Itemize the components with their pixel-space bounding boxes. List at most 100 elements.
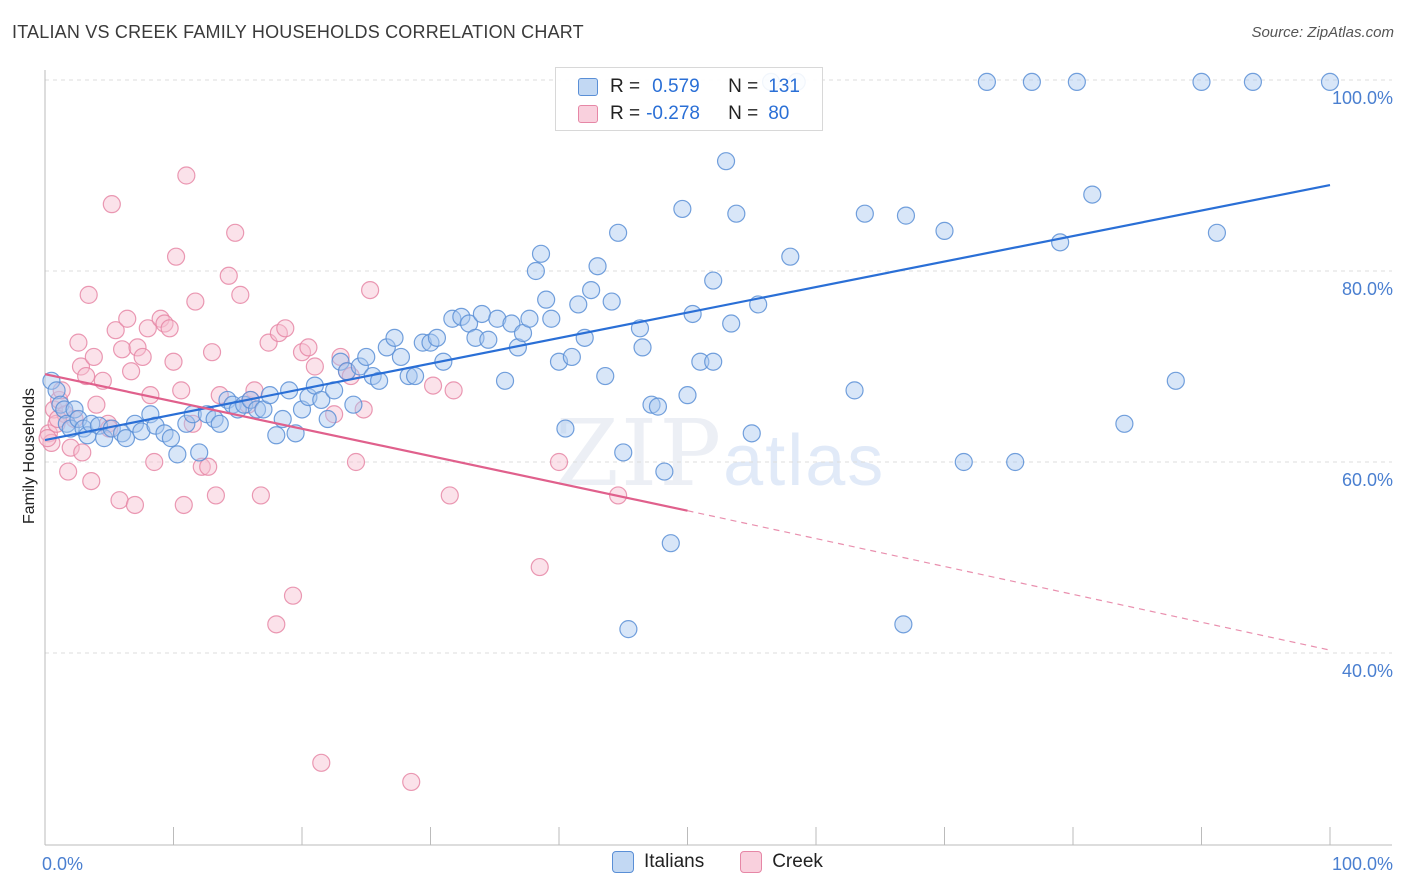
creek-point <box>192 457 211 476</box>
creek-point <box>219 266 238 285</box>
creek-point <box>177 166 196 185</box>
italians-point <box>344 395 363 414</box>
legend-n-value-creek: 80 <box>768 103 790 124</box>
italians-point <box>350 357 369 376</box>
legend-r-label: R = <box>610 76 641 97</box>
legend-row-creek: R = -0.278 N = 80 <box>578 101 789 127</box>
creek-point <box>48 409 67 429</box>
y-tick-label: 60.0% <box>1342 470 1393 490</box>
creek-point <box>71 357 91 376</box>
italians-point <box>526 261 545 281</box>
creek-point <box>61 438 80 457</box>
italians-point <box>55 400 74 419</box>
italians-point <box>954 452 973 472</box>
series-label-creek: Creek <box>772 851 823 872</box>
creek-trend-extension <box>687 510 1331 651</box>
creek-point <box>138 319 157 338</box>
creek-point <box>125 495 145 515</box>
italians-point <box>655 462 674 481</box>
creek-point <box>174 495 193 515</box>
series-legend-italians[interactable]: Italians <box>612 851 704 873</box>
legend-n-label: N = <box>728 103 759 124</box>
italians-point <box>61 419 80 438</box>
creek-point <box>69 333 88 352</box>
legend-swatch-italians <box>578 78 598 96</box>
creek-point <box>82 472 101 491</box>
italians-point <box>520 309 539 328</box>
italians-trend-line <box>44 183 1331 442</box>
italians-point <box>642 395 661 414</box>
italians-point <box>1243 72 1263 92</box>
italians-point <box>357 347 376 367</box>
creek-point <box>267 615 286 634</box>
italians-point <box>210 414 229 433</box>
italians-point <box>1207 223 1227 242</box>
creek-point <box>77 366 96 386</box>
italians-point <box>312 390 331 410</box>
creek-point <box>206 486 226 505</box>
creek-point <box>87 395 106 414</box>
creek-point <box>118 309 137 328</box>
creek-point <box>423 376 443 395</box>
italians-point <box>691 352 710 371</box>
creek-point <box>183 414 202 433</box>
creek-point <box>299 338 318 357</box>
italians-point <box>391 347 411 367</box>
italians-point <box>716 152 736 171</box>
creek-point <box>164 352 183 371</box>
italians-point <box>537 290 556 309</box>
creek-point <box>79 285 98 304</box>
creek-point <box>199 457 218 476</box>
italians-point <box>588 257 607 276</box>
italians-point <box>405 366 425 386</box>
italians-point <box>385 328 404 347</box>
legend-n-value-italians: 131 <box>768 76 800 97</box>
creek-point <box>402 772 421 792</box>
series-swatch-creek <box>740 851 763 873</box>
italians-point <box>704 352 723 371</box>
creek-point <box>283 586 303 605</box>
italians-point <box>1166 371 1185 390</box>
series-legend: Italians Creek <box>612 851 859 873</box>
creek-point <box>346 452 366 472</box>
x-tick-label: 0.0% <box>42 854 83 874</box>
italians-point <box>377 338 396 357</box>
creek-point <box>84 347 103 367</box>
series-swatch-italians <box>612 851 634 873</box>
creek-point <box>202 343 222 362</box>
creek-point <box>160 319 179 338</box>
legend-n-label: N = <box>728 76 759 97</box>
creek-point <box>276 319 295 338</box>
italians-point <box>727 204 746 223</box>
italians-point <box>1022 72 1041 92</box>
creek-point <box>549 452 569 472</box>
italians-point <box>1006 452 1025 472</box>
italians-point <box>722 314 741 333</box>
italians-point <box>609 223 628 242</box>
italians-point <box>977 72 997 92</box>
italians-point <box>47 381 66 400</box>
italians-point <box>267 426 286 445</box>
creek-point <box>106 321 125 340</box>
creek-point <box>226 223 245 242</box>
italians-point <box>633 338 652 357</box>
y-tick-label: 80.0% <box>1342 279 1393 299</box>
italians-point <box>602 292 621 311</box>
y-tick-label: 100.0% <box>1332 88 1393 108</box>
source-credit: Source: ZipAtlas.com <box>1251 24 1394 41</box>
creek-point <box>145 452 164 472</box>
creek-point <box>112 340 132 359</box>
italians-point <box>65 400 84 419</box>
italians-point <box>95 429 114 448</box>
creek-point <box>186 292 205 311</box>
italians-point <box>556 419 575 438</box>
italians-point <box>495 371 515 390</box>
italians-point <box>896 206 916 225</box>
series-legend-creek[interactable]: Creek <box>740 851 823 873</box>
watermark-atlas: atlas <box>723 421 886 501</box>
creek-point <box>110 491 129 510</box>
italians-point <box>596 366 615 386</box>
creek-point <box>231 285 250 304</box>
italians-point <box>177 414 196 433</box>
